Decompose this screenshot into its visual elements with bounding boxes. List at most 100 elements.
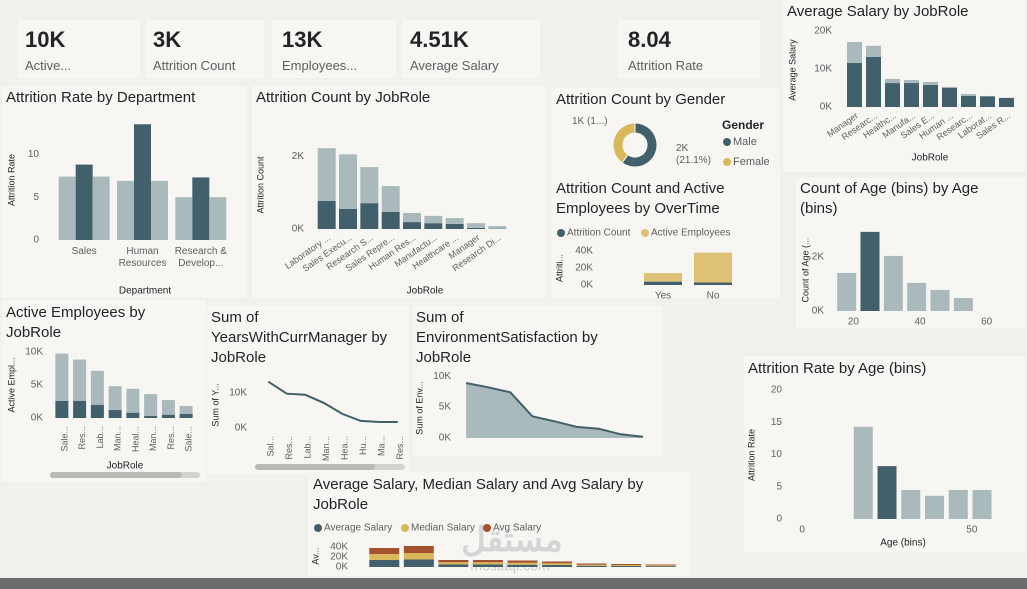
scrollbar-thumb [255, 464, 375, 470]
area [466, 383, 643, 438]
chart-title: Sum of EnvironmentSatisfaction by JobRol… [416, 309, 598, 366]
chart-title: Average Salary by JobRole [787, 3, 969, 20]
y-tick-label: 5 [33, 192, 39, 203]
bar [904, 83, 919, 107]
y-tick-label: 5 [776, 481, 782, 492]
bar [923, 84, 938, 107]
bar [885, 78, 900, 84]
y-tick-label: 20K [575, 263, 593, 274]
bar [90, 370, 104, 405]
bar [161, 414, 175, 418]
bar [542, 565, 573, 567]
chart-title: Active Employees by JobRole [6, 304, 146, 341]
bar [472, 564, 503, 567]
pie-slice [612, 122, 636, 164]
bar [961, 94, 976, 96]
bar [507, 562, 538, 565]
x-tick-label: Res... [395, 436, 405, 460]
bar [360, 203, 379, 229]
y-tick-label: 0K [336, 562, 349, 573]
x-tick-label: Sale... [59, 426, 69, 452]
kpi-value: 8.04 [628, 27, 671, 52]
bar [403, 212, 421, 223]
bar [339, 208, 357, 229]
y-tick-label: 15 [771, 417, 783, 428]
bar [507, 560, 538, 563]
bar [576, 563, 607, 565]
chart-title: Attrition Count by JobRole [256, 89, 431, 106]
y-axis-title: Count of Age (... [800, 237, 810, 302]
y-tick-label: 0K [439, 433, 452, 444]
legend-marker [401, 524, 409, 532]
bar [55, 400, 69, 418]
bar [360, 167, 379, 204]
bar [644, 273, 682, 282]
bar [369, 560, 400, 567]
x-tick-label: Sale... [184, 426, 194, 452]
bar [126, 388, 140, 413]
y-axis-title: Sum of Y... [210, 383, 220, 426]
x-axis-title: JobRole [912, 153, 949, 164]
y-axis-title: Attriti... [554, 254, 564, 282]
y-axis-title: Attrition Rate [746, 429, 756, 481]
bar [507, 564, 538, 567]
bar [611, 564, 642, 565]
bar [192, 177, 210, 240]
legend-label: Female [733, 156, 770, 168]
x-tick-label: Research & Develop... [174, 246, 227, 269]
x-tick-label: Sal... [266, 436, 276, 457]
bar [972, 489, 992, 519]
legend-marker [641, 229, 649, 237]
legend-marker [314, 524, 322, 532]
bar [317, 148, 336, 201]
bar [472, 560, 503, 563]
x-tick-label: Yes [655, 291, 671, 302]
bar [134, 124, 151, 240]
kpi-value: 4.51K [410, 27, 469, 52]
x-tick-label: Man... [113, 426, 123, 451]
y-tick-label: 0 [776, 514, 782, 525]
bar [108, 410, 122, 418]
bar [381, 211, 400, 229]
bar [445, 218, 464, 224]
chart-title: Attrition Rate by Department [6, 89, 196, 106]
chart-title: Count of Age (bins) by Age (bins) [800, 180, 979, 217]
kpi-value: 13K [282, 27, 323, 52]
bar [611, 566, 642, 567]
bar [645, 566, 676, 567]
bar [694, 252, 732, 283]
bar [108, 386, 122, 411]
x-tick-label: Man... [321, 436, 331, 461]
kpi-label: Employees... [282, 58, 358, 73]
x-tick-label: Man... [148, 426, 158, 451]
bar [92, 176, 110, 240]
legend-marker [557, 229, 565, 237]
bar [904, 80, 919, 84]
y-tick-label: 0K [292, 224, 305, 235]
bar [961, 95, 976, 107]
bar [151, 180, 168, 240]
bar [923, 81, 938, 85]
bar [488, 226, 507, 229]
legend-marker [483, 524, 491, 532]
bar [901, 489, 921, 519]
chart-title: Sum of YearsWithCurrManager by JobRole [211, 309, 388, 366]
x-axis-title: Age (bins) [880, 538, 926, 549]
pie-slice [621, 122, 658, 168]
bar [467, 227, 485, 229]
y-axis-title: Av... [310, 547, 320, 564]
y-tick-label: 10 [771, 449, 783, 460]
x-tick-label: 60 [981, 317, 993, 328]
legend-label: Male [733, 136, 757, 148]
bar [403, 559, 434, 567]
y-tick-label: 2K [812, 252, 825, 263]
data-label: 1K (1...) [572, 116, 608, 127]
y-axis-title: Average Salary [787, 39, 797, 101]
kpi-label: Attrition Rate [628, 58, 704, 73]
bar [948, 489, 968, 519]
bar [175, 197, 193, 240]
bar [161, 400, 175, 415]
bar [73, 400, 87, 418]
